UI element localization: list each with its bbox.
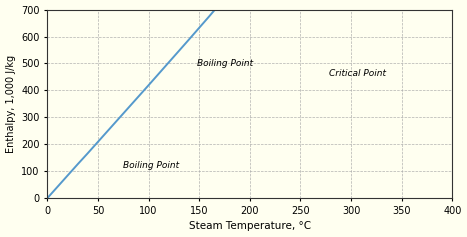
Y-axis label: Enthalpy, 1,000 J/kg: Enthalpy, 1,000 J/kg (6, 55, 15, 153)
Text: Boiling Point: Boiling Point (197, 59, 253, 68)
Text: Boiling Point: Boiling Point (123, 161, 179, 170)
X-axis label: Steam Temperature, °C: Steam Temperature, °C (189, 221, 311, 232)
Text: Critical Point: Critical Point (329, 69, 386, 78)
